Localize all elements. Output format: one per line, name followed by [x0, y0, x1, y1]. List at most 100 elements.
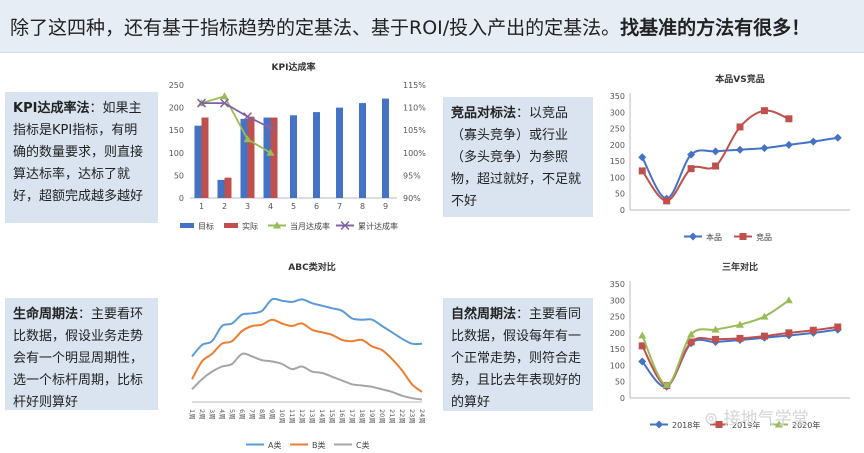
- point-0-8: [833, 133, 842, 142]
- x-tick-label: 5: [291, 202, 296, 211]
- bar-8-0: [359, 103, 366, 198]
- line-1: [641, 109, 790, 202]
- point-1-1: [663, 197, 671, 205]
- x-tick-label: 8周: [258, 409, 266, 420]
- y-tick-label: 100: [169, 149, 184, 158]
- y2-tick-label: 100%: [403, 149, 426, 158]
- point-1-8: [834, 323, 842, 331]
- legend-label-0: A类: [268, 440, 281, 450]
- competitor-method-body: ：以竞品（寡头竞争）或行业（多头竞争）为参照物，超过就好，不足就不好: [451, 106, 582, 209]
- point-0-3: [711, 147, 720, 156]
- natural-cycle-method-body: ：主要看同比数据，假设每年有一个正常走势，则符合走势，且比去年表现好的的算好: [451, 307, 582, 410]
- point-1-5: [760, 332, 768, 340]
- bar-9-0: [382, 98, 389, 198]
- point-2-4: [736, 320, 744, 328]
- x-tick-label: 17周: [348, 409, 356, 424]
- natural-cycle-method-box: 自然周期法：主要看同比数据，假设每年有一个正常走势，则符合走势，且比去年表现好的…: [443, 298, 593, 411]
- y-tick-label: 300: [610, 296, 625, 305]
- line-1: [201, 102, 271, 129]
- x-tick-label: 20周: [378, 409, 386, 424]
- point-0-1: [220, 92, 229, 100]
- point-0-5: [760, 144, 769, 153]
- x-tick-label: 15周: [328, 409, 336, 424]
- x-tick-label: 1: [199, 202, 204, 211]
- x-tick-label: 9: [383, 202, 388, 211]
- y2-tick-label: 105%: [403, 126, 426, 135]
- point-0-4: [736, 145, 744, 154]
- point-2-0: [638, 331, 647, 339]
- x-tick-label: 13周: [308, 409, 316, 424]
- point-2-2: [687, 330, 696, 338]
- lifecycle-method-box: 生命周期法：主要看环比数据，假设业务走势会有一个明显周期性，选一个标杆周期，比标…: [5, 298, 158, 410]
- point-2-5: [760, 312, 769, 320]
- bar-6-0: [313, 112, 320, 198]
- y-tick-label: 100: [610, 361, 625, 370]
- bar-2-0: [217, 179, 225, 198]
- line-0: [201, 95, 271, 154]
- competitor-method-title: 竞品对标法: [451, 106, 517, 121]
- point-1-0: [638, 167, 646, 175]
- chart-title: 本品VS竞品: [715, 73, 764, 85]
- y-tick-label: 0: [620, 394, 625, 403]
- legend-swatch-0: [180, 223, 194, 228]
- lifecycle-method-body: ：主要看环比数据，假设业务走势会有一个明显周期性，选一个标杆周期，比标杆好则算好: [13, 307, 144, 410]
- point-1-0: [638, 342, 646, 350]
- legend-label-3: 累计达成率: [358, 221, 398, 231]
- y-tick-label: 0: [620, 206, 625, 215]
- point-0-6: [784, 140, 793, 149]
- chart-title: KPI达成率: [272, 61, 316, 73]
- x-tick-label: 6: [314, 202, 319, 211]
- legend-label-0: 2018年: [672, 420, 700, 430]
- point-1-2: [687, 338, 695, 346]
- x-tick-label: 24周: [418, 409, 426, 424]
- y2-tick-label: 115%: [403, 81, 426, 90]
- competitor-chart: 本品VS竞品 0 50 100 150 200 250 300 350 本品 竞品: [610, 73, 850, 242]
- y-tick-label: 150: [610, 345, 625, 354]
- point-0-0: [638, 153, 647, 162]
- x-tick-label: 22周: [398, 409, 406, 424]
- y2-tick-label: 110%: [403, 104, 426, 113]
- point-2-6: [784, 296, 793, 304]
- x-tick-label: 18周: [358, 409, 366, 424]
- x-tick-label: 12周: [298, 409, 306, 424]
- y-tick-label: 150: [610, 157, 625, 166]
- point-1-2: [687, 165, 695, 173]
- point-1-6: [785, 329, 793, 337]
- point-0-0: [638, 357, 647, 366]
- legend-swatch-1: [224, 223, 238, 228]
- point-1-4: [736, 123, 744, 131]
- chart-title: 三年对比: [722, 261, 758, 273]
- watermark-icon: ⊚: [704, 409, 719, 429]
- x-tick-label: 21周: [388, 409, 396, 424]
- bar-4-0: [263, 117, 271, 198]
- line-1: [191, 318, 423, 393]
- x-tick-label: 2: [222, 202, 227, 211]
- x-tick-label: 8: [360, 202, 365, 211]
- legend-label-2: 2020年: [792, 420, 820, 430]
- kpi-method-title: KPI达成率法: [13, 101, 90, 116]
- y-tick-label: 50: [174, 171, 184, 180]
- bar-3-1: [247, 116, 255, 198]
- x-tick-label: 9周: [268, 409, 276, 420]
- y-tick-label: 250: [610, 313, 625, 322]
- x-tick-label: 4周: [218, 409, 226, 420]
- point-1-3: [712, 162, 720, 170]
- x-tick-label: 5周: [228, 409, 236, 420]
- bar-1-1: [201, 117, 209, 198]
- point-1-0: [196, 98, 207, 108]
- point-2-1: [662, 380, 671, 388]
- header-title: 除了这四种，还有基于指标趋势的定基法、基于ROI/投入产出的定基法。找基准的方法…: [10, 17, 811, 39]
- competitor-method-box: 竞品对标法：以竞品（寡头竞争）或行业（多头竞争）为参照物，超过就好，不足就不好: [443, 97, 593, 217]
- legend-marker-1: [715, 421, 723, 428]
- three-year-chart: 三年对比 0 50 100 150 200 250 300 350 2018年 2019年 2020年: [610, 261, 850, 430]
- legend-marker-2: [273, 221, 281, 229]
- x-tick-label: 4: [268, 202, 273, 211]
- x-tick-label: 6周: [238, 409, 246, 420]
- legend-label-1: 2019年: [732, 420, 760, 430]
- point-0-2: [687, 150, 696, 159]
- legend-marker-3: [340, 220, 350, 231]
- x-tick-label: 3周: [208, 409, 216, 420]
- y-tick-label: 250: [610, 125, 625, 134]
- y-tick-label: 200: [169, 104, 184, 113]
- legend-label-2: 当月达成率: [290, 221, 330, 231]
